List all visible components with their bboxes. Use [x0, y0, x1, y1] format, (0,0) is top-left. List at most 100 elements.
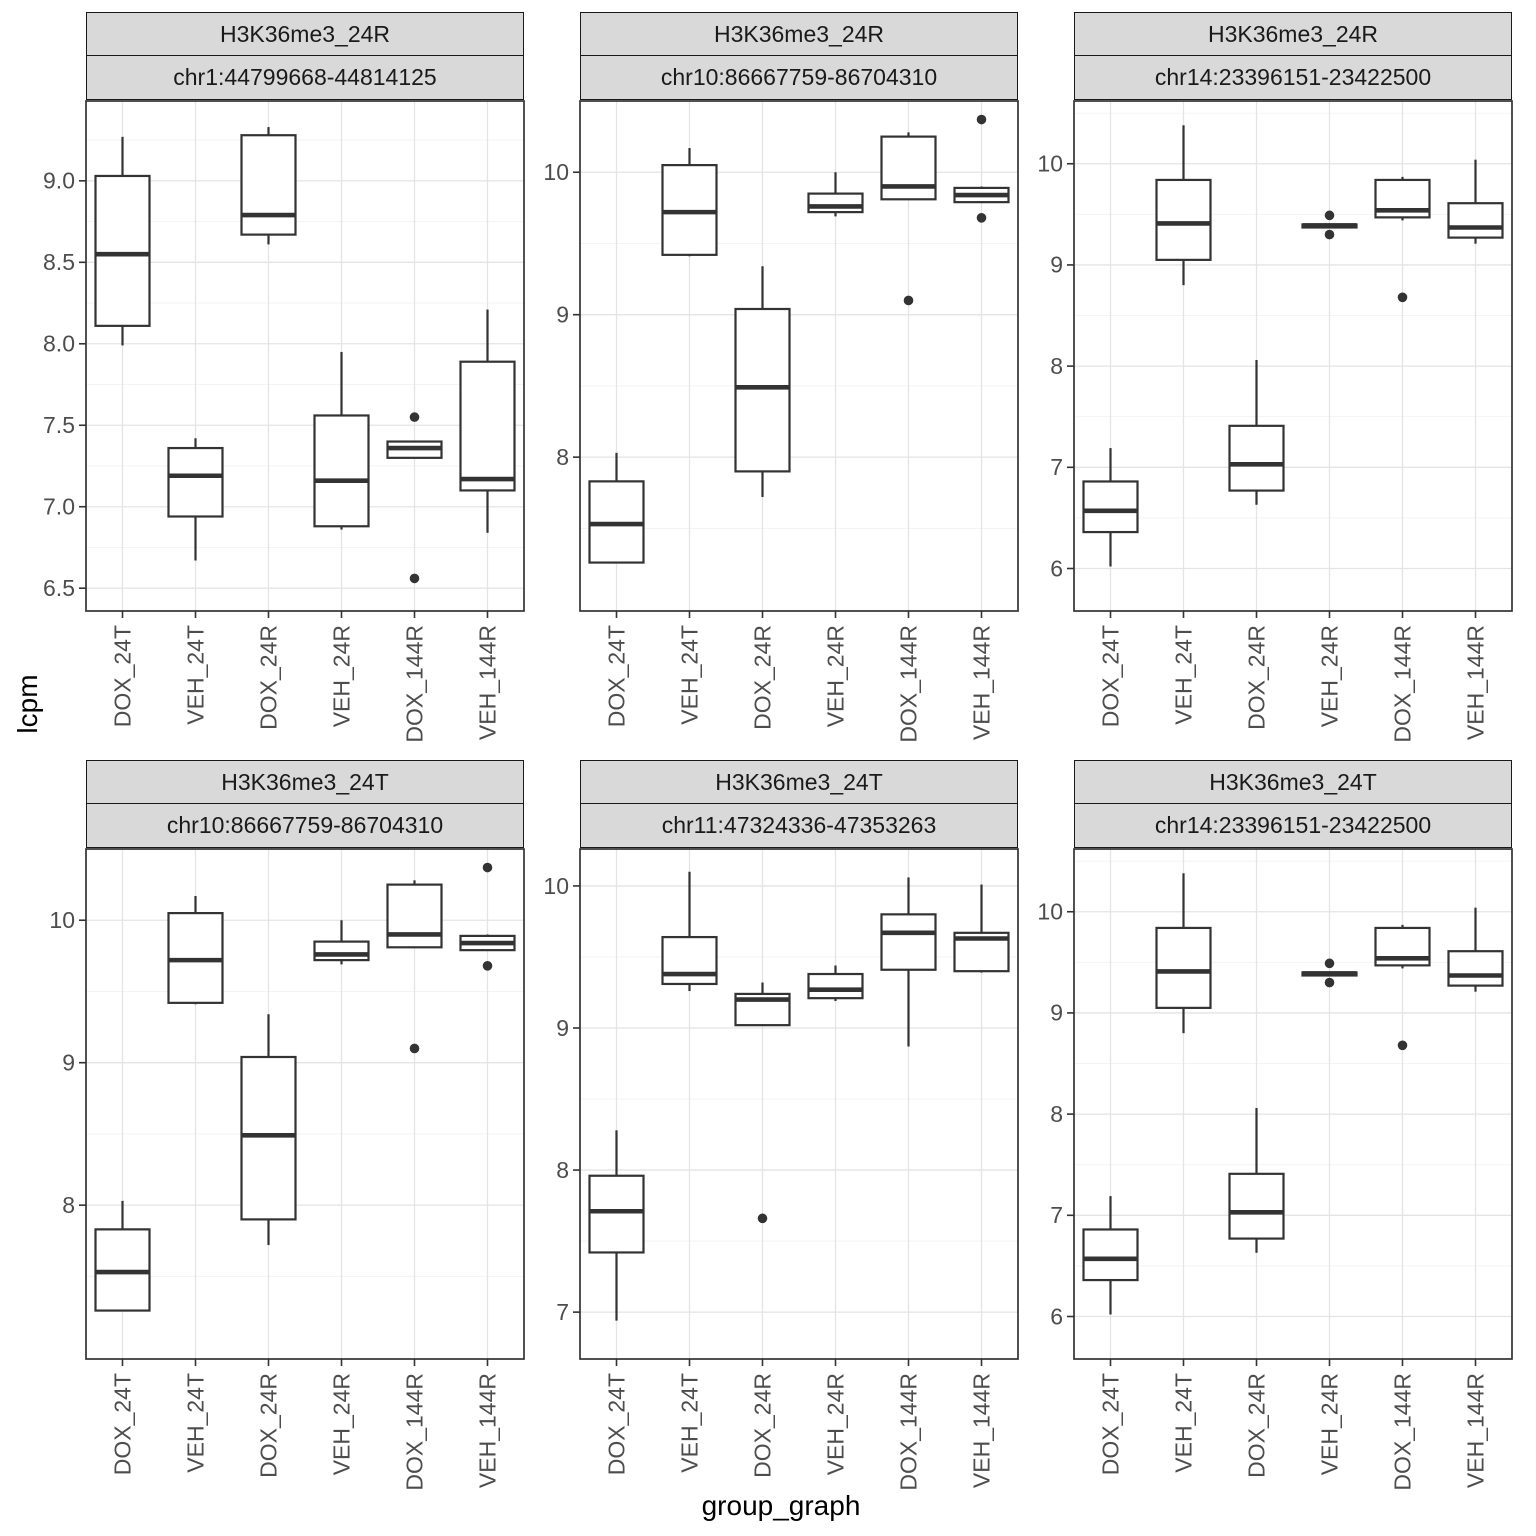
boxplot-canvas: 6 7 8 9 10 DOX_24T VEH_24T DOX_24R VEH_24R DOX_14… [1037, 100, 1513, 743]
boxplot-VEH_144R [459, 862, 516, 971]
facet-strip-antibody: H3K36me3_24R [580, 12, 1018, 56]
boxplot-VEH_144R [459, 309, 516, 533]
outlier-point [1324, 210, 1335, 221]
facet-strip-region: chr14:23396151-23422500 [1074, 56, 1512, 100]
boxplot-VEH_24R [313, 351, 370, 530]
boxplot-canvas: 6 7 8 9 10 DOX_24T VEH_24T DOX_24R VEH_24R DOX_14… [1037, 848, 1513, 1491]
svg-text:DOX_144R: DOX_144R [895, 1373, 921, 1491]
svg-text:DOX_24R: DOX_24R [255, 1373, 281, 1478]
boxplot-VEH_24T [167, 438, 224, 561]
svg-text:7.5: 7.5 [43, 412, 75, 438]
facet-strips: H3K36me3_24T chr10:86667759-86704310 [86, 760, 524, 848]
boxplot-DOX_24T [588, 452, 645, 564]
svg-text:DOX_24R: DOX_24R [255, 625, 281, 730]
outlier-point [1397, 1040, 1408, 1051]
outlier-point [1397, 292, 1408, 303]
boxplot-VEH_144R [1447, 907, 1504, 992]
outlier-point [1324, 229, 1335, 240]
facet-24R-chr10: H3K36me3_24R chr10:86667759-86704310 8 9 1… [534, 12, 1028, 752]
svg-text:DOX_144R: DOX_144R [1389, 1373, 1415, 1491]
svg-text:VEH_24R: VEH_24R [1316, 625, 1342, 727]
boxplot-DOX_144R [386, 880, 443, 1054]
boxplot-canvas: 6.5 7.0 7.5 8.0 8.5 9.0 DOX_24T VEH_24T DOX_24R V… [43, 100, 525, 743]
svg-text:VEH_24R: VEH_24R [1316, 1373, 1342, 1475]
svg-text:8: 8 [556, 1157, 569, 1183]
svg-text:DOX_144R: DOX_144R [1389, 625, 1415, 743]
boxplot-VEH_24R [1301, 958, 1358, 988]
svg-text:9.0: 9.0 [43, 168, 75, 194]
svg-text:8: 8 [556, 444, 569, 470]
x-axis-title: group_graph [701, 1490, 861, 1521]
boxplot-VEH_144R [953, 114, 1010, 223]
facet-24T-chr10: H3K36me3_24T chr10:86667759-86704310 8 9 1… [40, 760, 534, 1500]
facet-strips: H3K36me3_24T chr14:23396151-23422500 [1074, 760, 1512, 848]
svg-text:8: 8 [1050, 353, 1063, 379]
boxplot-VEH_24T [661, 148, 718, 257]
svg-text:6: 6 [1050, 555, 1063, 581]
svg-text:10: 10 [543, 873, 569, 899]
facet-strip-region: chr14:23396151-23422500 [1074, 804, 1512, 848]
facet-strip-antibody: H3K36me3_24T [1074, 760, 1512, 804]
svg-text:6: 6 [1050, 1303, 1063, 1329]
svg-text:VEH_144R: VEH_144R [968, 1373, 994, 1488]
svg-text:VEH_144R: VEH_144R [1462, 625, 1488, 740]
boxplot-DOX_24R [1228, 1108, 1285, 1253]
boxplot-DOX_144R [1374, 176, 1431, 303]
boxplot-DOX_144R [880, 877, 937, 1047]
svg-text:VEH_144R: VEH_144R [1462, 1373, 1488, 1488]
svg-text:9: 9 [556, 1015, 569, 1041]
boxplot-VEH_24T [1155, 125, 1212, 286]
svg-text:DOX_24T: DOX_24T [109, 1373, 135, 1475]
svg-text:9: 9 [1050, 1000, 1063, 1026]
boxplot-canvas: 8 9 10 DOX_24T VEH_24T DOX_24R VEH_24R DOX_144R… [543, 100, 1019, 743]
boxplot-VEH_144R [1447, 159, 1504, 244]
svg-text:VEH_144R: VEH_144R [474, 1373, 500, 1488]
outlier-point [976, 114, 987, 125]
svg-text:7: 7 [1050, 454, 1063, 480]
svg-text:VEH_24R: VEH_24R [822, 625, 848, 727]
facet-strips: H3K36me3_24R chr10:86667759-86704310 [580, 12, 1018, 100]
outlier-point [1324, 958, 1335, 969]
svg-text:VEH_24T: VEH_24T [676, 625, 702, 725]
boxplot-DOX_24R [240, 1014, 297, 1246]
svg-text:8: 8 [1050, 1101, 1063, 1127]
svg-text:10: 10 [1037, 151, 1063, 177]
facet-strips: H3K36me3_24R chr1:44799668-44814125 [86, 12, 524, 100]
boxplot-DOX_24T [1082, 1196, 1139, 1315]
boxplot-VEH_144R [953, 884, 1010, 973]
svg-text:VEH_24T: VEH_24T [676, 1373, 702, 1473]
outlier-point [409, 573, 420, 584]
svg-text:7.0: 7.0 [43, 494, 75, 520]
boxplot-canvas: 8 9 10 DOX_24T VEH_24T DOX_24R VEH_24R DOX_144R… [49, 848, 525, 1491]
outlier-point [482, 862, 493, 873]
boxplot-VEH_24T [1155, 873, 1212, 1034]
boxplot-DOX_144R [386, 412, 443, 584]
svg-text:DOX_24R: DOX_24R [749, 1373, 775, 1478]
facet-strip-antibody: H3K36me3_24R [86, 12, 524, 56]
facet-grid: H3K36me3_24R chr1:44799668-44814125 6.5 7… [40, 12, 1522, 1500]
svg-text:6.5: 6.5 [43, 575, 75, 601]
svg-text:VEH_144R: VEH_144R [968, 625, 994, 740]
svg-text:VEH_144R: VEH_144R [474, 625, 500, 740]
boxplot-DOX_24T [94, 1200, 151, 1312]
svg-text:DOX_144R: DOX_144R [895, 625, 921, 743]
facet-strips: H3K36me3_24T chr11:47324336-47353263 [580, 760, 1018, 848]
svg-text:VEH_24T: VEH_24T [182, 625, 208, 725]
svg-text:DOX_24T: DOX_24T [603, 1373, 629, 1475]
svg-text:DOX_24R: DOX_24R [1243, 1373, 1269, 1478]
boxplot-DOX_24R [734, 266, 791, 498]
facet-strip-antibody: H3K36me3_24T [86, 760, 524, 804]
svg-text:DOX_24T: DOX_24T [603, 625, 629, 727]
facet-strip-region: chr1:44799668-44814125 [86, 56, 524, 100]
boxplot-VEH_24R [807, 965, 864, 1002]
facet-strip-antibody: H3K36me3_24T [580, 760, 1018, 804]
outlier-point [1324, 977, 1335, 988]
svg-text:DOX_24R: DOX_24R [749, 625, 775, 730]
svg-text:10: 10 [1037, 899, 1063, 925]
boxplot-DOX_24T [1082, 448, 1139, 567]
boxplot-DOX_144R [880, 132, 937, 306]
outlier-point [757, 1213, 768, 1224]
svg-text:10: 10 [49, 907, 75, 933]
svg-text:VEH_24T: VEH_24T [1170, 625, 1196, 725]
